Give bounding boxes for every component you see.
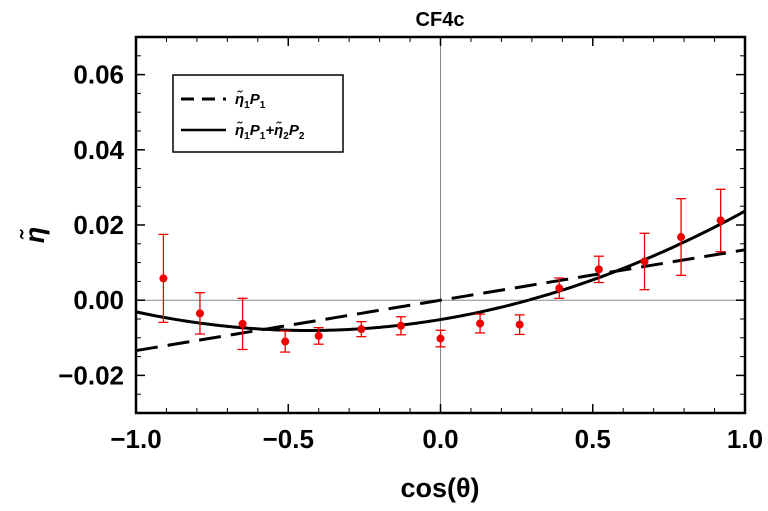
x-tick-label-4: 1.0 (727, 424, 763, 454)
data-point-10 (555, 284, 564, 293)
data-point-8 (476, 319, 485, 328)
x-tick-label-1: −0.5 (263, 424, 314, 454)
y-axis-label: η̃ (19, 227, 50, 244)
x-tick-label-0: −1.0 (110, 424, 161, 454)
legend: η̃1P1 η̃1P1+η̃2P2 (172, 74, 344, 153)
y-tick-label-1: 0.00 (73, 285, 124, 315)
data-point-11 (594, 265, 603, 274)
points-layer (158, 188, 726, 353)
data-point-5 (357, 325, 366, 334)
chart-title: CF4c (416, 9, 465, 31)
y-tick-label-0: −0.02 (58, 360, 124, 390)
data-point-13 (677, 233, 686, 242)
curve-eta1p1-dashed (135, 248, 746, 353)
legend-box (172, 74, 344, 153)
data-point-9 (515, 320, 524, 329)
data-point-14 (716, 216, 725, 225)
data-point-2 (238, 319, 247, 328)
data-point-0 (159, 274, 168, 283)
data-point-7 (436, 334, 445, 343)
x-tick-label-2: 0.0 (422, 424, 458, 454)
legend-label-eta1p1: η̃1P1 (235, 90, 266, 111)
x-axis-label: cos(θ) (400, 473, 479, 503)
data-point-4 (314, 331, 323, 340)
y-tick-label-2: 0.02 (73, 210, 124, 240)
data-point-3 (281, 337, 290, 346)
data-point-12 (640, 257, 649, 266)
y-tick-label-3: 0.04 (73, 135, 124, 165)
y-tick-label-4: 0.06 (73, 60, 124, 90)
legend-label-eta1p1-plus-eta2p2: η̃1P1+η̃2P2 (235, 121, 305, 142)
x-tick-label-3: 0.5 (575, 424, 611, 454)
data-point-6 (396, 321, 405, 330)
data-point-1 (195, 309, 204, 318)
ticks-layer: −1.0 −0.5 0.0 0.5 1.0 −0.02 0.00 0.02 0.04 0.06 (58, 36, 763, 454)
